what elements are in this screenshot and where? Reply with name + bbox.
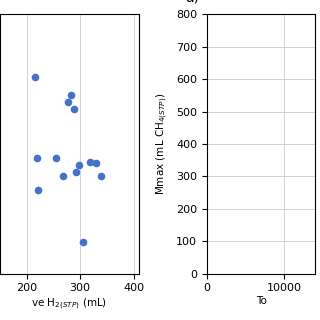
Point [66,100,71,105]
Y-axis label: Mmax (mL CH$_{4(STP)}$): Mmax (mL CH$_{4(STP)}$) [155,93,171,195]
Point [87,159,92,164]
Point [74,170,79,175]
Point [35,156,40,161]
Point [36,187,41,192]
X-axis label: To: To [256,296,267,306]
Point [99,173,104,178]
Point [80,239,85,244]
Point [60,173,66,178]
Point [71,107,76,112]
Point [68,92,74,98]
Point [76,163,82,168]
Point [53,156,59,161]
Text: a): a) [185,0,199,4]
Point [32,75,37,80]
Point [93,160,99,165]
X-axis label: ve H$_{2(STP)}$ (mL): ve H$_{2(STP)}$ (mL) [31,296,108,311]
